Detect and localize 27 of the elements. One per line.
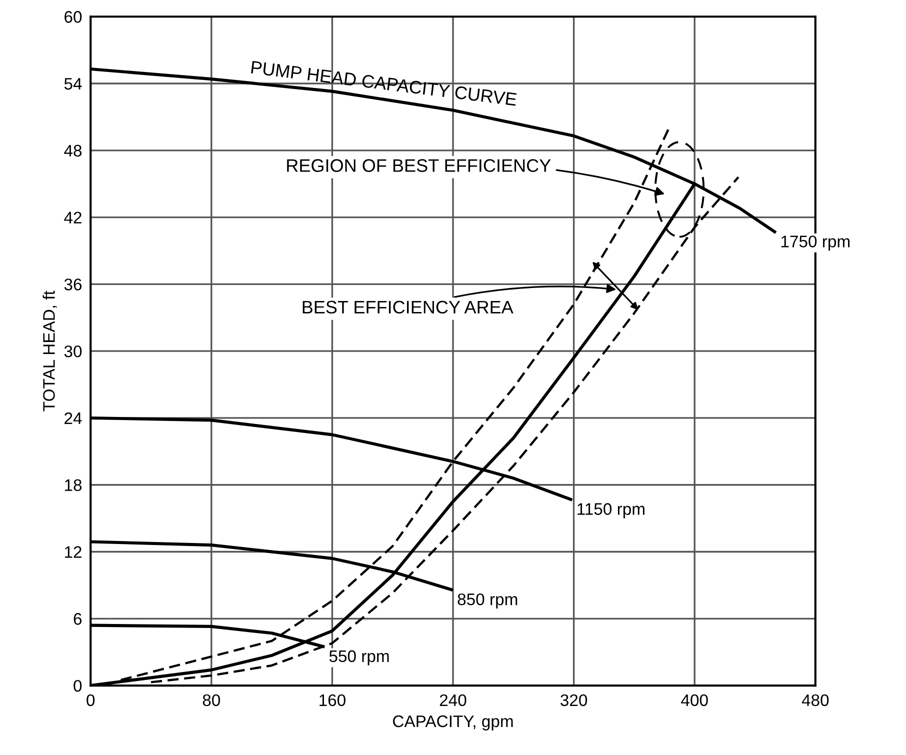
- y-tick-label: 30: [64, 345, 82, 358]
- y-tick-label: 60: [64, 11, 82, 23]
- annotation: PUMP HEAD CAPACITY CURVE: [251, 60, 517, 106]
- series-label: 1750 rpm: [781, 236, 850, 251]
- x-tick-label: 320: [560, 694, 588, 706]
- series-label: 1150 rpm: [578, 503, 644, 518]
- y-axis-title: TOTAL HEAD, ft: [42, 290, 57, 412]
- x-tick-label: 160: [320, 694, 346, 706]
- y-tick-label: 54: [64, 78, 82, 90]
- x-tick-label: 80: [202, 694, 220, 706]
- x-tick-label: 480: [802, 694, 829, 706]
- y-tick-label: 24: [64, 412, 82, 424]
- x-tick-label: 240: [440, 694, 466, 706]
- y-tick-label: 6: [74, 613, 82, 625]
- annotation: REGION OF BEST EFFICIENCY: [287, 159, 551, 172]
- y-tick-label: 36: [64, 278, 82, 290]
- y-tick-label: 48: [64, 144, 82, 157]
- annotation: BEST EFFICIENCY AREA: [302, 300, 514, 314]
- y-tick-label: 12: [65, 546, 82, 558]
- x-tick-label: 0: [86, 694, 95, 706]
- y-tick-label: 18: [65, 479, 82, 492]
- x-axis-title: CAPACITY, gpm: [393, 715, 513, 730]
- series-label: 550 rpm: [329, 650, 389, 666]
- x-tick-label: 400: [681, 694, 708, 706]
- y-tick-label: 0: [74, 680, 82, 692]
- y-tick-label: 42: [64, 212, 82, 224]
- series-label: 850 rpm: [458, 593, 518, 609]
